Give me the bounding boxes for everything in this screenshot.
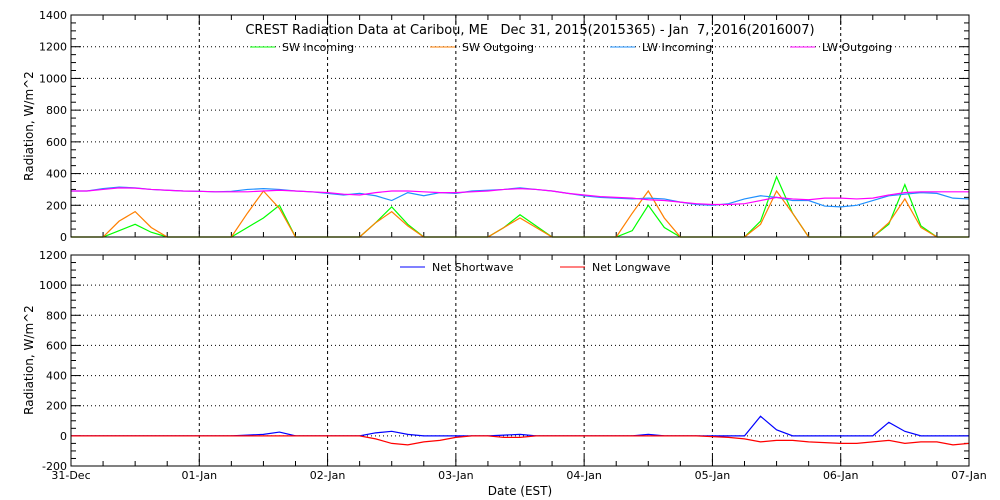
- y-tick-label: 200: [46, 199, 67, 212]
- x-tick-label: 04-Jan: [566, 469, 602, 482]
- legend-label: Net Longwave: [592, 261, 671, 274]
- y-tick-label: 200: [46, 400, 67, 413]
- x-tick-label: 03-Jan: [438, 469, 474, 482]
- y-tick-label: -200: [42, 460, 67, 473]
- y-tick-label: 1200: [39, 249, 67, 262]
- y-tick-label: 0: [60, 430, 67, 443]
- x-axis-label: Date (EST): [488, 484, 552, 498]
- x-tick-label: 05-Jan: [695, 469, 731, 482]
- y-tick-label: 400: [46, 168, 67, 181]
- series-line-net-longwave: [71, 435, 970, 446]
- x-tick-label: 07-Jan: [951, 469, 987, 482]
- bottom-panel: -200 0 200 400 600 800 1000 1200 31-Dec 01-Jan 02-…: [39, 249, 987, 482]
- y-tick-label: 600: [46, 136, 67, 149]
- plot-frame: [70, 254, 970, 467]
- x-tick-label: 01-Jan: [182, 469, 218, 482]
- y-tick-label: 800: [46, 309, 67, 322]
- bottom-y-axis-label: Radiation, W/m^2: [22, 305, 36, 415]
- y-tick-label: 1400: [39, 9, 67, 22]
- legend-label: SW Outgoing: [462, 41, 534, 54]
- legend-label: LW Incoming: [642, 41, 712, 54]
- y-tick-label: 1200: [39, 41, 67, 54]
- x-tick-label: 31-Dec: [51, 469, 90, 482]
- top-y-axis-label: Radiation, W/m^2: [22, 71, 36, 181]
- x-tick-label: 02-Jan: [310, 469, 346, 482]
- legend-label: LW Outgoing: [822, 41, 892, 54]
- top-panel: 0 200 400 600 800 1000 1200 1400 SW Incoming SW O…: [39, 9, 970, 244]
- y-tick-label: 600: [46, 339, 67, 352]
- y-tick-label: 400: [46, 370, 67, 383]
- legend-label: SW Incoming: [282, 41, 354, 54]
- x-tick-label: 06-Jan: [823, 469, 859, 482]
- legend-label: Net Shortwave: [432, 261, 514, 274]
- y-tick-label: 800: [46, 104, 67, 117]
- y-tick-label: 1000: [39, 72, 67, 85]
- y-tick-label: 0: [60, 231, 67, 244]
- series-line-net-shortwave: [71, 415, 969, 437]
- y-tick-label: 1000: [39, 279, 67, 292]
- series-line-lw-incoming: [71, 186, 970, 208]
- chart-title: CREST Radiation Data at Caribou, ME Dec …: [245, 23, 814, 38]
- plot-frame: [70, 14, 970, 238]
- series-line-lw-outgoing: [71, 187, 969, 206]
